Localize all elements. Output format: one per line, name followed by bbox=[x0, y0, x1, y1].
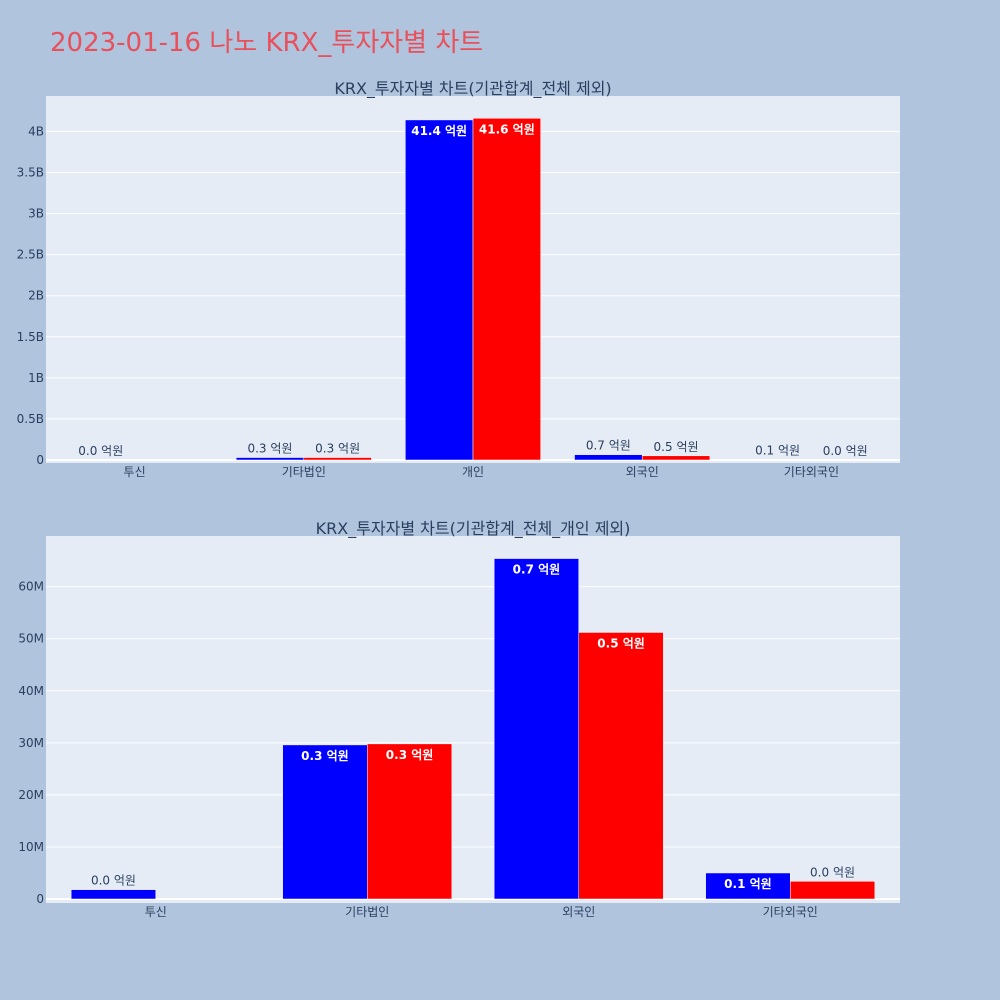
bar bbox=[493, 558, 579, 900]
data-label: 41.4 억원 bbox=[411, 124, 467, 138]
bar bbox=[367, 743, 453, 900]
x-tick-label: 외국인 bbox=[626, 465, 659, 479]
bar bbox=[282, 744, 368, 900]
data-label: 0.3 억원 bbox=[315, 442, 360, 456]
chart-bottom: 0 10M 20M 30M 40M 50M 60M KRX_투자자별 차트(기관합계_전체_개… bbox=[18, 519, 900, 919]
x-tick-label: 투신 bbox=[124, 465, 146, 479]
y-tick-label: 10M bbox=[18, 840, 44, 854]
y-tick-label: 40M bbox=[18, 684, 44, 698]
x-tick-label: 기타법인 bbox=[345, 905, 389, 919]
y-tick-label: 3.5B bbox=[17, 166, 44, 180]
data-label: 0.3 억원 bbox=[301, 749, 349, 763]
bar bbox=[235, 457, 305, 461]
data-label: 0.0 억원 bbox=[91, 874, 136, 888]
y-tick-label: 4B bbox=[28, 124, 44, 138]
bar bbox=[303, 457, 372, 461]
y-tick-label: 2B bbox=[28, 289, 44, 303]
chart-title: KRX_투자자별 차트(기관합계_전체 제외) bbox=[334, 79, 611, 99]
y-tick-label: 60M bbox=[18, 580, 44, 594]
data-label: 0.0 억원 bbox=[823, 444, 868, 458]
data-label: 0.0 억원 bbox=[78, 444, 123, 458]
y-tick-label: 0 bbox=[36, 892, 44, 906]
chart-title: KRX_투자자별 차트(기관합계_전체_개인 제외) bbox=[316, 519, 631, 539]
x-tick-label: 기타법인 bbox=[282, 465, 326, 479]
y-tick-label: 2.5B bbox=[17, 248, 44, 262]
bar bbox=[472, 118, 541, 461]
x-tick-label: 기타외국인 bbox=[763, 905, 818, 919]
data-label: 41.6 억원 bbox=[479, 122, 535, 136]
y-tick-label: 20M bbox=[18, 788, 44, 802]
plot-area bbox=[46, 536, 900, 903]
data-label: 0.3 억원 bbox=[386, 748, 434, 762]
y-tick-label: 1.5B bbox=[17, 330, 44, 344]
y-tick-label: 0 bbox=[36, 453, 44, 467]
chart-top: 0 0.5B 1B 1.5B 2B 2.5B 3B 3.5B 4B KRX_투자자별 차트(기관합… bbox=[17, 79, 900, 479]
y-tick-label: 50M bbox=[18, 632, 44, 646]
bar bbox=[405, 119, 474, 461]
bar bbox=[70, 889, 156, 900]
bar bbox=[578, 632, 664, 900]
y-tick-label: 1B bbox=[28, 371, 44, 385]
data-label: 0.5 억원 bbox=[654, 440, 699, 454]
bar bbox=[790, 881, 876, 900]
x-tick-label: 기타외국인 bbox=[784, 465, 839, 479]
bar bbox=[574, 454, 643, 461]
x-tick-label: 투신 bbox=[145, 905, 167, 919]
data-label: 0.5 억원 bbox=[597, 636, 645, 650]
x-tick-label: 개인 bbox=[462, 465, 484, 479]
data-label: 0.1 억원 bbox=[755, 444, 800, 458]
bar bbox=[705, 872, 791, 900]
bar bbox=[641, 455, 711, 461]
y-tick-label: 30M bbox=[18, 736, 44, 750]
x-tick-label: 외국인 bbox=[562, 905, 595, 919]
y-tick-label: 3B bbox=[28, 207, 44, 221]
data-label: 0.0 억원 bbox=[810, 865, 855, 879]
data-label: 0.1 억원 bbox=[724, 877, 772, 891]
data-label: 0.7 억원 bbox=[513, 563, 561, 577]
data-label: 0.3 억원 bbox=[247, 442, 292, 456]
page-title: 2023-01-16 나노 KRX_투자자별 차트 bbox=[50, 28, 484, 58]
data-label: 0.7 억원 bbox=[586, 439, 631, 453]
y-tick-label: 0.5B bbox=[17, 412, 44, 426]
